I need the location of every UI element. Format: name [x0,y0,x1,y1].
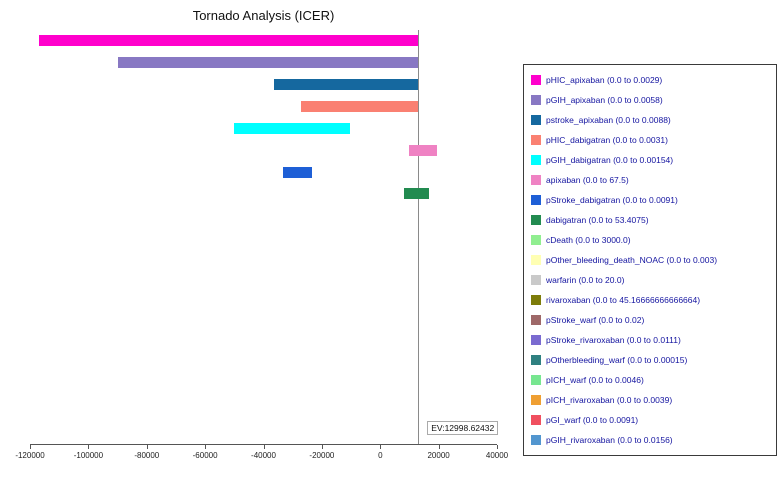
x-axis-tick [205,445,207,449]
legend-swatch [531,395,541,405]
legend-swatch [531,255,541,265]
legend-item-pOtherbleeding_warf: pOtherbleeding_warf (0.0 to 0.00015) [531,355,769,365]
legend-swatch [531,275,541,285]
legend-label: pGIH_apixaban (0.0 to 0.0058) [546,95,663,105]
legend-item-pstroke_apixaban: pstroke_apixaban (0.0 to 0.0088) [531,115,769,125]
legend-item-pStroke_dabigatran: pStroke_dabigatran (0.0 to 0.0091) [531,195,769,205]
x-axis-tick [263,445,265,449]
tornado-bar-apixaban [408,144,437,156]
legend-swatch [531,155,541,165]
x-axis-tick-label: 0 [378,451,383,460]
tornado-bar-pstroke_apixaban [274,79,419,91]
legend-label: cDeath (0.0 to 3000.0) [546,235,631,245]
x-axis-tick [88,445,90,449]
legend-item-rivaroxaban: rivaroxaban (0.0 to 45.16666666666664) [531,295,769,305]
legend-swatch [531,375,541,385]
legend-label: warfarin (0.0 to 20.0) [546,275,625,285]
x-axis-tick-label: -60000 [192,451,218,460]
legend-item-warfarin: warfarin (0.0 to 20.0) [531,275,769,285]
legend-item-apixaban: apixaban (0.0 to 67.5) [531,175,769,185]
legend-swatch [531,135,541,145]
x-axis-tick-label: 20000 [427,451,450,460]
x-axis-tick-label: -100000 [73,451,104,460]
tornado-bar-dabigatran [403,188,429,200]
legend-label: rivaroxaban (0.0 to 45.16666666666664) [546,295,701,305]
legend-label: pGI_warf (0.0 to 0.0091) [546,415,639,425]
legend-item-pICH_rivaroxaban: pICH_rivaroxaban (0.0 to 0.0039) [531,395,769,405]
legend-label: dabigatran (0.0 to 53.4075) [546,215,649,225]
legend-item-dabigatran: dabigatran (0.0 to 53.4075) [531,215,769,225]
legend-label: pStroke_dabigatran (0.0 to 0.0091) [546,195,678,205]
legend-label: pOther_bleeding_death_NOAC (0.0 to 0.003… [546,255,718,265]
x-axis-tick [497,445,498,449]
x-axis-tick-label: 40000 [485,451,509,460]
legend-label: pICH_rivaroxaban (0.0 to 0.0039) [546,395,673,405]
legend-swatch [531,75,541,85]
legend-swatch [531,215,541,225]
legend: pHIC_apixaban (0.0 to 0.0029) pGIH_apixab… [523,64,777,456]
legend-label: pStroke_warf (0.0 to 0.02) [546,315,645,325]
legend-item-pGIH_dabigatran: pGIH_dabigatran (0.0 to 0.00154) [531,155,769,165]
legend-item-pOther_bleeding_death_NOAC: pOther_bleeding_death_NOAC (0.0 to 0.003… [531,255,769,265]
legend-label: apixaban (0.0 to 67.5) [546,175,629,185]
x-axis-tick [146,445,148,449]
legend-label: pHIC_dabigatran (0.0 to 0.0031) [546,135,668,145]
legend-item-pHIC_apixaban: pHIC_apixaban (0.0 to 0.0029) [531,75,769,85]
legend-label: pHIC_apixaban (0.0 to 0.0029) [546,75,663,85]
legend-label: pstroke_apixaban (0.0 to 0.0088) [546,115,671,125]
x-axis-tick-label: -80000 [134,451,160,460]
legend-item-pICH_warf: pICH_warf (0.0 to 0.0046) [531,375,769,385]
legend-item-pGIH_apixaban: pGIH_apixaban (0.0 to 0.0058) [531,95,769,105]
legend-swatch [531,295,541,305]
legend-swatch [531,335,541,345]
legend-label: pOtherbleeding_warf (0.0 to 0.00015) [546,355,688,365]
ev-annotation: EV:12998.62432 [427,421,499,435]
legend-swatch [531,235,541,245]
x-axis-tick-label: -120000 [15,451,45,460]
legend-item-pStroke_warf: pStroke_warf (0.0 to 0.02) [531,315,769,325]
x-axis-tick-label: -40000 [251,451,276,460]
legend-item-pStroke_rivaroxaban: pStroke_rivaroxaban (0.0 to 0.0111) [531,335,769,345]
legend-swatch [531,315,541,325]
tornado-bar-pHIC_apixaban [38,35,419,47]
x-axis-tick [321,445,323,449]
legend-label: pGIH_rivaroxaban (0.0 to 0.0156) [546,435,673,445]
legend-label: pGIH_dabigatran (0.0 to 0.00154) [546,155,674,165]
legend-swatch [531,435,541,445]
legend-item-pHIC_dabigatran: pHIC_dabigatran (0.0 to 0.0031) [531,135,769,145]
x-axis-tick [30,445,31,449]
legend-label: pStroke_rivaroxaban (0.0 to 0.0111) [546,335,681,345]
plot-area: EV:12998.62432 -120000 -100000 -80000 -6000… [15,30,508,460]
legend-swatch [531,415,541,425]
tornado-bar-pStroke_dabigatran [283,166,312,178]
legend-swatch [531,355,541,365]
tornado-bar-pGIH_apixaban [117,57,419,69]
chart-title: Tornado Analysis (ICER) [192,8,335,23]
legend-swatch [531,115,541,125]
x-axis-tick [380,445,382,449]
legend-label: pICH_warf (0.0 to 0.0046) [546,375,644,385]
legend-item-pGIH_rivaroxaban: pGIH_rivaroxaban (0.0 to 0.0156) [531,435,769,445]
tornado-bar-pHIC_dabigatran [301,100,419,112]
legend-swatch [531,195,541,205]
x-axis-tick [438,445,440,449]
legend-item-pGI_warf: pGI_warf (0.0 to 0.0091) [531,415,769,425]
x-axis-tick-label: -20000 [309,451,335,460]
ev-line [418,30,420,444]
legend-swatch [531,175,541,185]
legend-item-cDeath: cDeath (0.0 to 3000.0) [531,235,769,245]
tornado-bar-pGIH_dabigatran [234,122,350,134]
legend-swatch [531,95,541,105]
